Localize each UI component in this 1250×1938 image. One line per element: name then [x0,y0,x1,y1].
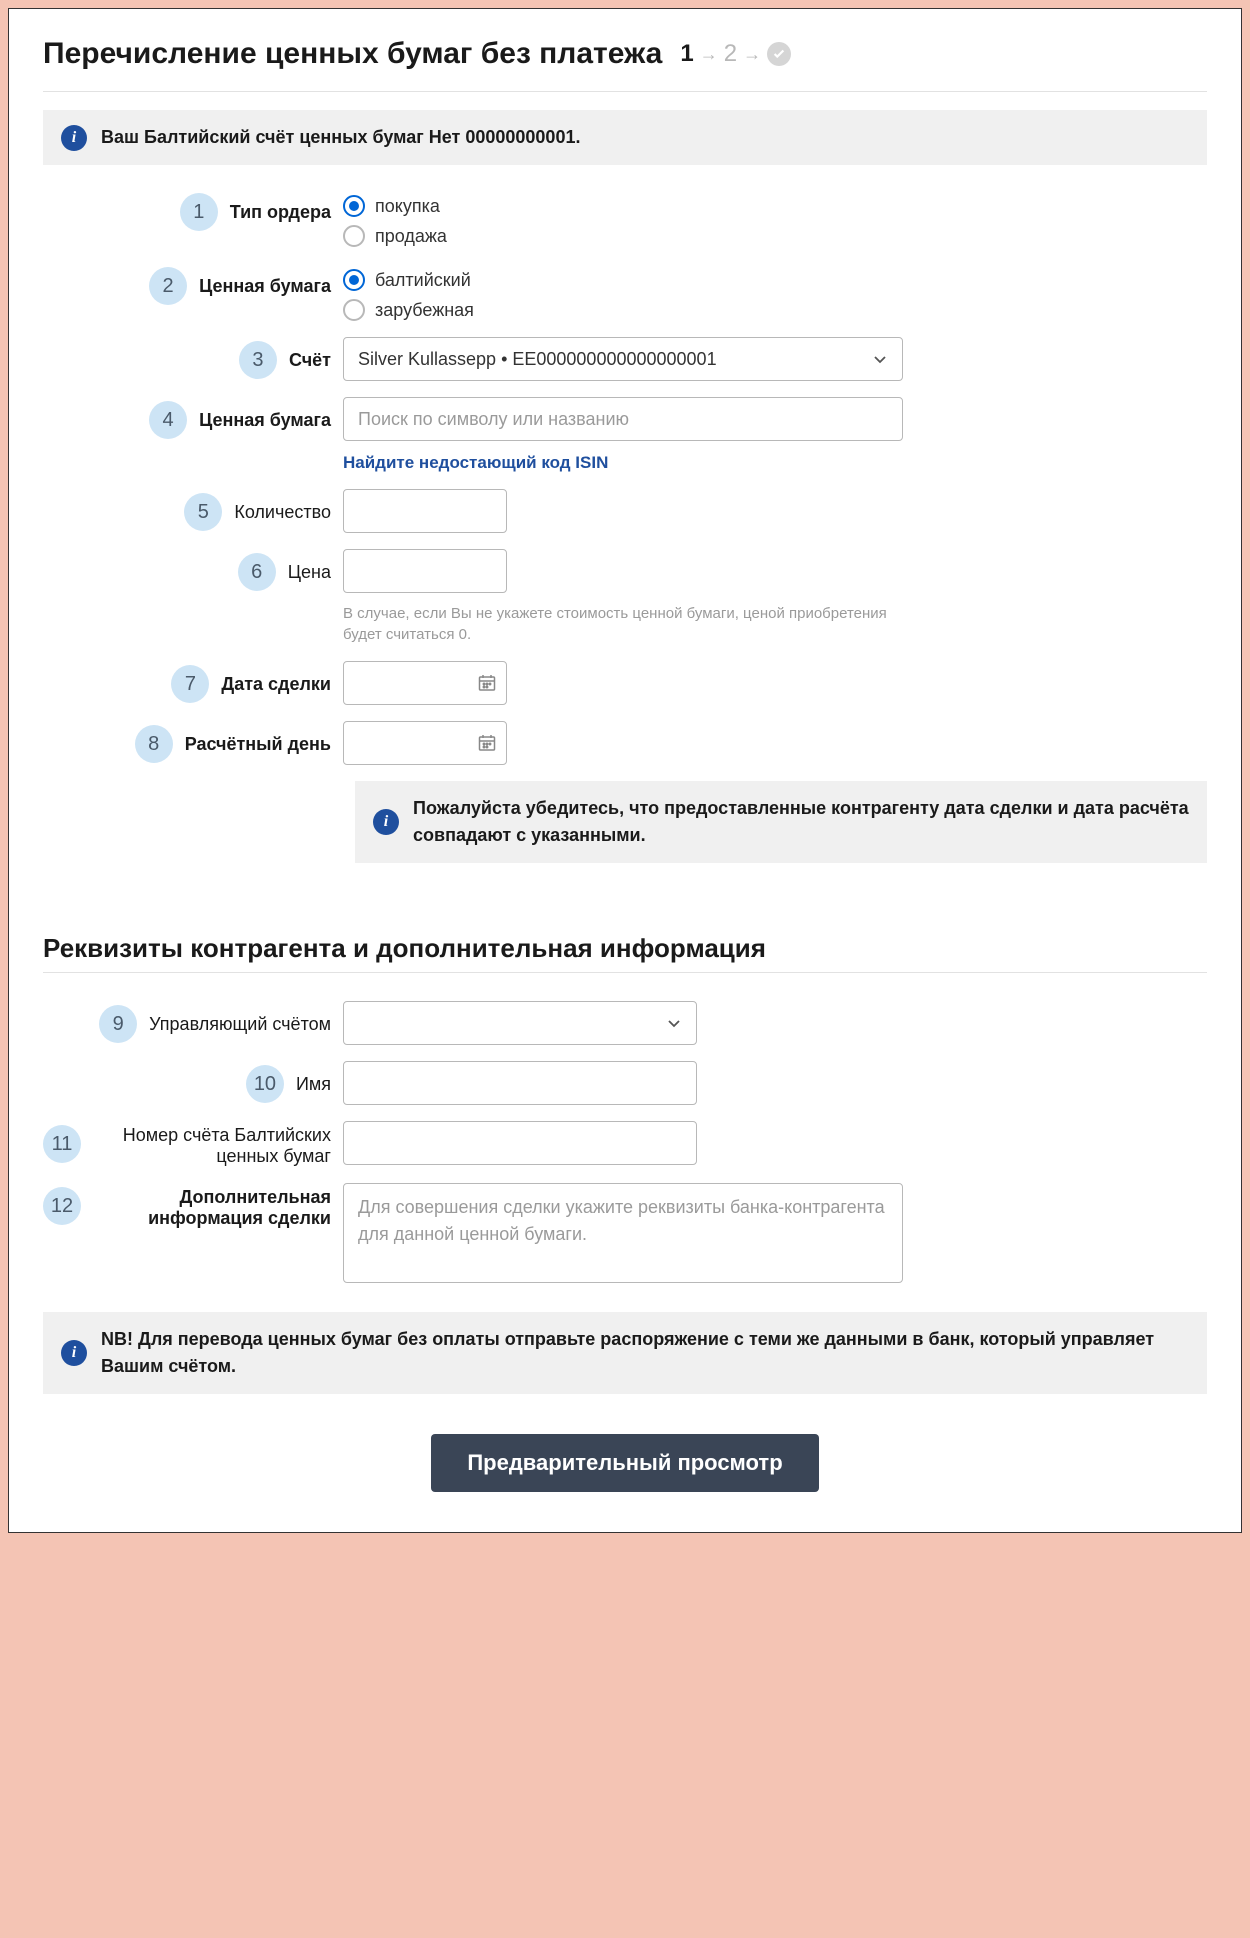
page-header: Перечисление ценных бумаг без платежа 1 … [43,37,1207,92]
calendar-icon[interactable] [477,733,497,753]
row-account: 3 Счёт Silver Kullassepp • EE00000000000… [43,337,1207,381]
order-type-radios: покупка продажа [343,189,1207,247]
row-trade-date: 7 Дата сделки [43,661,1207,705]
info-icon: i [373,809,399,835]
quantity-input[interactable] [343,489,507,533]
baltic-account-input[interactable] [343,1121,697,1165]
label-settlement-date: Расчётный день [185,734,331,755]
label-account-manager: Управляющий счётом [149,1014,331,1035]
row-price: 6 Цена В случае, если Вы не укажете стои… [43,549,1207,645]
name-input[interactable] [343,1061,697,1105]
row-quantity: 5 Количество [43,489,1207,533]
info-account: i Ваш Балтийский счёт ценных бумаг Нет 0… [43,110,1207,165]
step-badge-11: 11 [43,1125,81,1163]
row-security: 4 Ценная бумага Найдите недостающий код … [43,397,1207,473]
row-name: 10 Имя [43,1061,1207,1105]
account-manager-select[interactable] [343,1001,697,1045]
arrow-icon: → [700,44,718,65]
submit-row: Предварительный просмотр [43,1434,1207,1492]
label-order-type: Тип ордера [230,202,331,223]
label-trade-date: Дата сделки [221,674,331,695]
info-dates: i Пожалуйста убедитесь, что предоставлен… [355,781,1207,863]
select-value: Silver Kullassepp • EE000000000000000001 [358,349,717,370]
step-done-icon [767,42,791,66]
step-badge-12: 12 [43,1187,81,1225]
label-security-region: Ценная бумага [199,276,331,297]
info-text: Ваш Балтийский счёт ценных бумаг Нет 000… [101,124,580,151]
security-search-input[interactable] [343,397,903,441]
step-badge-9: 9 [99,1005,137,1043]
radio-sell[interactable]: продажа [343,225,1207,247]
step-2: 2 [724,40,737,68]
radio-label: продажа [375,226,447,247]
radio-label: зарубежная [375,300,474,321]
label-security: Ценная бумага [199,410,331,431]
form-page: Перечисление ценных бумаг без платежа 1 … [8,8,1242,1533]
account-select[interactable]: Silver Kullassepp • EE000000000000000001 [343,337,903,381]
info-icon: i [61,1340,87,1366]
security-region-radios: балтийский зарубежная [343,263,1207,321]
label-baltic-account: Номер счёта Балтийских ценных бумаг [111,1125,331,1167]
row-security-region: 2 Ценная бумага балтийский зарубежная [43,263,1207,321]
step-badge-7: 7 [171,665,209,703]
info-nb: i NB! Для перевода ценных бумаг без опла… [43,1312,1207,1394]
arrow-icon: → [743,44,761,65]
label-price: Цена [288,562,331,583]
price-hint: В случае, если Вы не укажете стоимость ц… [343,603,903,645]
info-text: Пожалуйста убедитесь, что предоставленны… [413,795,1189,849]
radio-foreign[interactable]: зарубежная [343,299,1207,321]
chevron-down-icon [666,1015,682,1031]
wizard-steps: 1 → 2 → [680,40,791,68]
preview-button[interactable]: Предварительный просмотр [431,1434,818,1492]
info-icon: i [61,125,87,151]
radio-icon [343,195,365,217]
label-name: Имя [296,1074,331,1095]
section-divider [43,972,1207,973]
radio-buy[interactable]: покупка [343,195,1207,217]
label-additional-info: Дополнительная информация сделки [111,1187,331,1229]
radio-label: покупка [375,196,440,217]
info-text: NB! Для перевода ценных бумаг без оплаты… [101,1326,1189,1380]
row-order-type: 1 Тип ордера покупка продажа [43,189,1207,247]
step-badge-4: 4 [149,401,187,439]
price-input[interactable] [343,549,507,593]
step-badge-1: 1 [180,193,218,231]
step-badge-3: 3 [239,341,277,379]
label-account: Счёт [289,350,331,371]
section-counterparty-title: Реквизиты контрагента и дополнительная и… [43,933,1207,964]
row-account-manager: 9 Управляющий счётом [43,1001,1207,1045]
radio-icon [343,225,365,247]
calendar-icon[interactable] [477,673,497,693]
isin-link[interactable]: Найдите недостающий код ISIN [343,453,608,473]
radio-icon [343,269,365,291]
label-quantity: Количество [234,502,331,523]
row-additional-info: 12 Дополнительная информация сделки [43,1183,1207,1288]
step-1: 1 [680,40,693,68]
chevron-down-icon [872,351,888,367]
step-badge-6: 6 [238,553,276,591]
row-baltic-account: 11 Номер счёта Балтийских ценных бумаг [43,1121,1207,1167]
page-title: Перечисление ценных бумаг без платежа [43,37,662,71]
row-settlement-date: 8 Расчётный день [43,721,1207,765]
additional-info-textarea[interactable] [343,1183,903,1283]
step-badge-2: 2 [149,267,187,305]
step-badge-8: 8 [135,725,173,763]
radio-baltic[interactable]: балтийский [343,269,1207,291]
step-badge-5: 5 [184,493,222,531]
radio-icon [343,299,365,321]
radio-label: балтийский [375,270,471,291]
step-badge-10: 10 [246,1065,284,1103]
